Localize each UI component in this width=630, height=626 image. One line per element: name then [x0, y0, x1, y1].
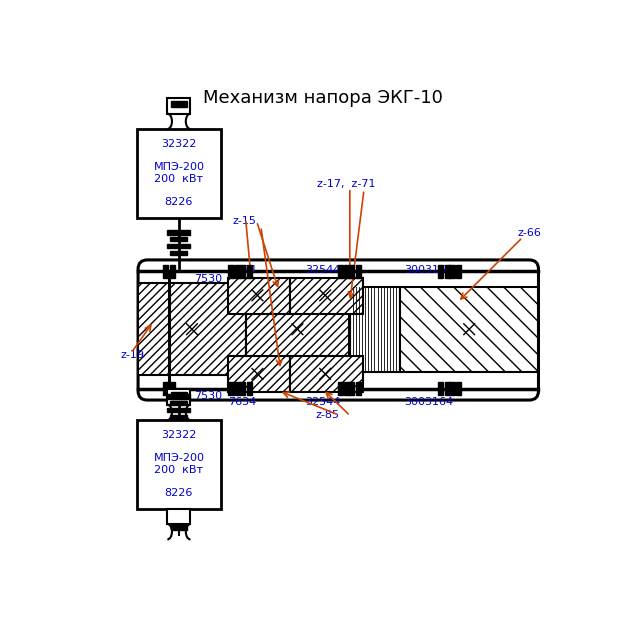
Bar: [169, 382, 175, 394]
Bar: [168, 389, 190, 404]
Text: z-15: z-15: [232, 216, 256, 226]
Bar: [228, 265, 234, 277]
Bar: [168, 509, 190, 524]
Bar: [445, 382, 450, 394]
Bar: [349, 265, 355, 277]
Bar: [345, 382, 350, 394]
Bar: [438, 382, 443, 394]
Bar: [228, 382, 234, 394]
Bar: [170, 401, 187, 406]
Bar: [356, 265, 362, 277]
Bar: [356, 382, 362, 394]
Text: 7634: 7634: [228, 397, 256, 407]
Text: z-17,  z-71: z-17, z-71: [317, 179, 375, 189]
Bar: [171, 393, 186, 399]
Bar: [168, 98, 190, 114]
Bar: [350, 287, 400, 372]
Bar: [456, 382, 461, 394]
FancyBboxPatch shape: [138, 260, 539, 400]
Bar: [239, 382, 245, 394]
Text: 32544: 32544: [305, 265, 341, 275]
Bar: [168, 394, 190, 399]
Bar: [400, 287, 539, 372]
Bar: [228, 277, 290, 314]
Bar: [445, 265, 450, 277]
Text: 3003164: 3003164: [404, 397, 453, 407]
Text: z-66: z-66: [518, 228, 542, 238]
Bar: [171, 524, 186, 530]
Bar: [137, 420, 221, 509]
Text: 32322

МПЭ-200
200  кВт

8226: 32322 МПЭ-200 200 кВт 8226: [153, 430, 204, 498]
Bar: [449, 382, 454, 394]
Bar: [170, 414, 187, 419]
Bar: [246, 382, 252, 394]
Text: 7634: 7634: [228, 265, 256, 275]
Bar: [168, 408, 190, 413]
Bar: [438, 265, 443, 277]
Bar: [338, 265, 343, 277]
Bar: [449, 265, 454, 277]
Bar: [137, 129, 221, 218]
Bar: [163, 265, 168, 277]
Bar: [345, 265, 350, 277]
Bar: [163, 382, 168, 394]
Bar: [171, 101, 186, 108]
Text: Механизм напора ЭКГ-10: Механизм напора ЭКГ-10: [203, 89, 443, 107]
Bar: [168, 230, 190, 235]
Bar: [235, 265, 241, 277]
Bar: [170, 237, 187, 242]
Bar: [235, 382, 241, 394]
Bar: [456, 265, 461, 277]
Bar: [290, 277, 363, 314]
Bar: [138, 283, 246, 376]
Text: z-19: z-19: [120, 350, 144, 360]
Bar: [170, 250, 187, 255]
Text: 32544: 32544: [305, 397, 341, 407]
Bar: [246, 265, 252, 277]
Text: 7530: 7530: [194, 274, 222, 284]
Bar: [338, 382, 343, 394]
Bar: [246, 283, 350, 376]
Text: 32322

МПЭ-200
200  кВт

8226: 32322 МПЭ-200 200 кВт 8226: [153, 139, 204, 207]
Bar: [169, 265, 175, 277]
Bar: [168, 244, 190, 249]
Bar: [228, 356, 290, 393]
Bar: [290, 356, 363, 393]
Text: 7530: 7530: [194, 391, 222, 401]
Bar: [239, 265, 245, 277]
Text: z-85: z-85: [315, 410, 339, 420]
Bar: [349, 382, 355, 394]
Text: 3003164: 3003164: [404, 265, 453, 275]
